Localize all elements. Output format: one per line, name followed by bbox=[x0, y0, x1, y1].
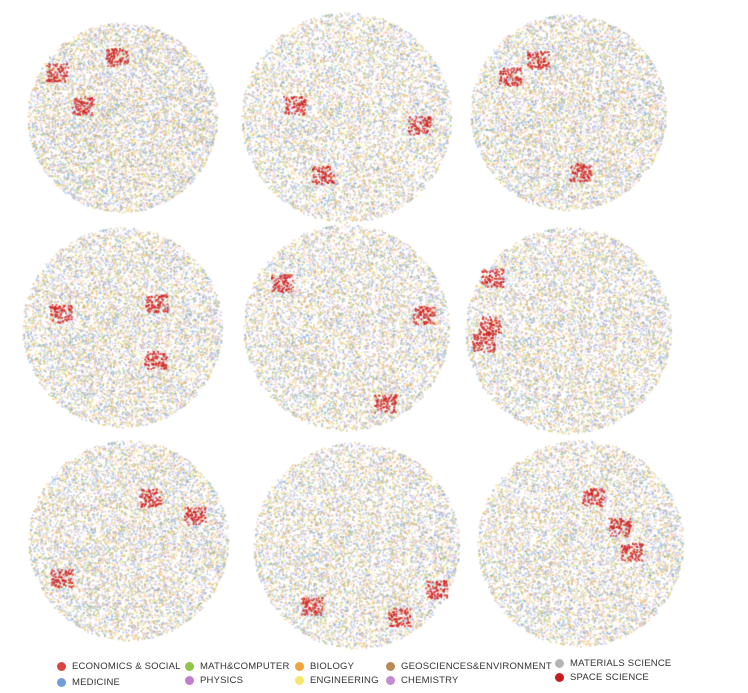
network-clouds-canvas bbox=[0, 0, 748, 693]
